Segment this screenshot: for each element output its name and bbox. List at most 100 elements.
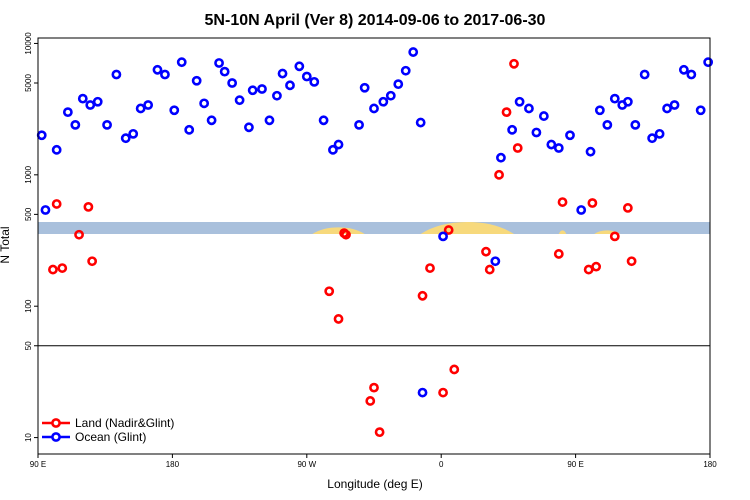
ocean-point	[318, 115, 329, 126]
x-axis-label: Longitude (deg E)	[327, 477, 422, 491]
ocean-point	[214, 58, 224, 68]
ocean-point	[630, 119, 641, 130]
ocean-point	[686, 69, 697, 80]
ocean-point	[438, 231, 448, 242]
ocean-point	[92, 96, 103, 107]
ocean-point	[257, 84, 267, 94]
ocean-point	[490, 256, 501, 267]
ocean-point	[359, 82, 370, 93]
land-point	[509, 58, 519, 69]
legend-marker	[51, 418, 61, 428]
ocean-point	[85, 100, 96, 110]
ocean-point	[524, 103, 534, 114]
axes: 10 50 100 500 1000 5000 10000 90 E 180 90 W 0 90 E 1…	[24, 32, 717, 469]
ocean-point	[51, 144, 62, 155]
ocean-point	[546, 139, 557, 150]
ocean-point	[496, 152, 506, 163]
ocean-point	[301, 71, 312, 82]
ocean-point	[695, 105, 706, 116]
ocean-point	[354, 119, 364, 130]
land-point	[501, 107, 512, 118]
ocean-point	[62, 107, 73, 118]
ocean-point	[553, 143, 564, 153]
land-point	[449, 364, 460, 375]
land-point	[425, 263, 435, 273]
legend-label: Land (Nadir&Glint)	[75, 416, 174, 430]
land-point	[626, 256, 637, 267]
ocean-point	[662, 103, 672, 114]
land-point	[333, 314, 344, 324]
land-point	[324, 286, 335, 297]
ocean-point	[514, 96, 525, 107]
ocean-point	[70, 119, 81, 130]
land-point	[622, 203, 633, 213]
land-point	[609, 231, 620, 242]
x-tick-label: 90 E	[567, 460, 583, 469]
ocean-point	[565, 130, 575, 141]
ocean-point	[609, 93, 620, 104]
ocean-point	[128, 128, 139, 139]
land-point	[481, 246, 491, 257]
land-point	[494, 169, 504, 180]
ocean-point	[234, 95, 245, 106]
land-point	[587, 198, 598, 208]
ocean-point	[647, 133, 658, 144]
y-tick-label: 10	[24, 433, 33, 442]
x-tick-label: 0	[439, 460, 444, 469]
ocean-point	[654, 128, 665, 139]
ocean-point	[393, 79, 404, 90]
ocean-point	[176, 57, 187, 68]
land-point	[553, 249, 564, 259]
x-tick-label: 90 E	[30, 460, 46, 469]
ocean-point	[294, 61, 305, 72]
ocean-point	[111, 69, 122, 80]
ocean-point	[264, 115, 275, 126]
land-point	[83, 201, 94, 212]
x-tick-label: 90 W	[297, 460, 316, 469]
land-point	[369, 382, 379, 393]
ocean-point	[669, 100, 680, 110]
land-point	[512, 143, 523, 153]
ocean-point	[184, 124, 195, 135]
plot-frame	[37, 37, 711, 455]
land-point	[484, 264, 495, 275]
land-point	[417, 290, 428, 301]
land-patch	[312, 227, 365, 234]
ocean-point	[417, 387, 428, 398]
ocean-point	[622, 96, 633, 107]
ocean-point	[272, 90, 282, 101]
ocean-point	[285, 80, 295, 91]
x-tick-label: 180	[166, 460, 180, 469]
ocean-point	[143, 100, 154, 110]
ocean-point	[531, 127, 542, 138]
legend: Land (Nadir&Glint)Ocean (Glint)	[42, 416, 174, 444]
ocean-point	[160, 69, 170, 80]
land-point	[51, 199, 62, 209]
y-tick-label: 10000	[24, 32, 33, 55]
ocean-point	[328, 144, 338, 155]
ocean-point	[244, 122, 254, 133]
ocean-point	[102, 119, 112, 130]
land-point	[48, 264, 58, 275]
land-point	[57, 263, 68, 273]
ocean-point	[378, 96, 389, 107]
ocean-point	[219, 66, 230, 77]
ocean-point	[206, 115, 217, 126]
land-point	[74, 229, 84, 240]
land-point	[365, 396, 376, 406]
ocean-point	[277, 68, 288, 79]
ocean-point	[538, 111, 549, 121]
ocean-point	[40, 205, 51, 215]
land-point	[591, 261, 602, 272]
land-point	[557, 197, 568, 207]
ocean-band	[38, 222, 710, 234]
ocean-point	[333, 139, 344, 150]
ocean-point	[199, 98, 210, 109]
y-tick-label: 50	[24, 341, 33, 350]
y-tick-label: 5000	[24, 74, 33, 92]
legend-marker	[51, 432, 61, 442]
land-point	[87, 256, 98, 267]
land-point	[341, 229, 351, 240]
y-tick-label: 1000	[24, 165, 33, 183]
